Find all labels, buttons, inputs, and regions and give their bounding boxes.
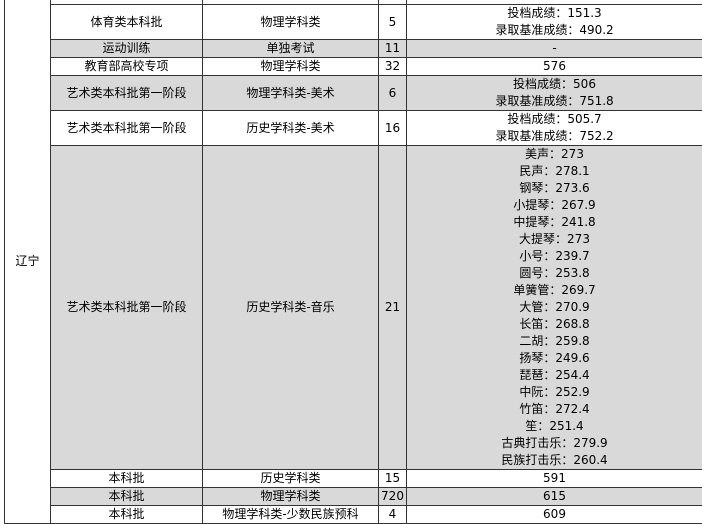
count: 16 bbox=[379, 111, 407, 146]
batch: 运动训练 bbox=[51, 40, 203, 58]
subject: 历史学科类-音乐 bbox=[203, 146, 379, 470]
province: 辽宁 bbox=[5, 0, 51, 524]
score-line: 二胡：259.8 bbox=[407, 333, 702, 350]
subject: 物理学科类 bbox=[203, 58, 379, 76]
batch: 艺术类本科批第一阶段 bbox=[51, 111, 203, 146]
score-line: 576 bbox=[407, 58, 702, 75]
score-line: 竹笛：272.4 bbox=[407, 401, 702, 418]
count: 15 bbox=[379, 470, 407, 488]
score-line: 长笛：268.8 bbox=[407, 316, 702, 333]
count: 5 bbox=[379, 5, 407, 40]
subject: 物理学科类 bbox=[203, 488, 379, 506]
score-line: 大管：270.9 bbox=[407, 299, 702, 316]
count: 21 bbox=[379, 146, 407, 470]
score-line: - bbox=[407, 40, 702, 57]
batch: 本科批 bbox=[51, 470, 203, 488]
score-line: 录取基准成绩：752.2 bbox=[407, 128, 702, 145]
score-line: 录取基准成绩：751.8 bbox=[407, 93, 702, 110]
score: - bbox=[407, 40, 702, 58]
subject: 物理学科类 bbox=[203, 5, 379, 40]
score-line: 单簧管：269.7 bbox=[407, 282, 702, 299]
batch: 教育部高校专项 bbox=[51, 58, 203, 76]
subject: 历史学科类 bbox=[203, 470, 379, 488]
score: 591 bbox=[407, 470, 702, 488]
subject: 物理学科类-美术 bbox=[203, 76, 379, 111]
count: 4 bbox=[379, 506, 407, 524]
score-line: 圆号：253.8 bbox=[407, 265, 702, 282]
score-line: 古典打击乐：279.9 bbox=[407, 435, 702, 452]
score-line: 中阮：252.9 bbox=[407, 384, 702, 401]
count: 11 bbox=[379, 40, 407, 58]
score-line: 591 bbox=[407, 470, 702, 487]
batch: 本科批 bbox=[51, 506, 203, 524]
count: 6 bbox=[379, 76, 407, 111]
score-line: 笙：251.4 bbox=[407, 418, 702, 435]
score-line: 民族打击乐：260.4 bbox=[407, 452, 702, 469]
score-line: 小号：239.7 bbox=[407, 248, 702, 265]
subject: 单独考试 bbox=[203, 40, 379, 58]
score-line: 投档成绩：151.3 bbox=[407, 5, 702, 22]
score: 615 bbox=[407, 488, 702, 506]
score-line: 琵琶：254.4 bbox=[407, 367, 702, 384]
score-line: 小提琴：267.9 bbox=[407, 197, 702, 214]
score-line: 615 bbox=[407, 488, 702, 505]
batch: 艺术类本科批第一阶段 bbox=[51, 76, 203, 111]
batch: 体育类本科批 bbox=[51, 5, 203, 40]
score: 576 bbox=[407, 58, 702, 76]
score-line: 投档成绩：506 bbox=[407, 76, 702, 93]
score-line: 投档成绩：505.7 bbox=[407, 111, 702, 128]
score-line: 大提琴：273 bbox=[407, 231, 702, 248]
batch: 艺术类本科批第一阶段 bbox=[51, 146, 203, 470]
subject: 历史学科类-美术 bbox=[203, 111, 379, 146]
count: 32 bbox=[379, 58, 407, 76]
score-line: 扬琴：249.6 bbox=[407, 350, 702, 367]
count: 720 bbox=[379, 488, 407, 506]
score-line: 609 bbox=[407, 506, 702, 523]
score-line: 录取基准成绩：490.2 bbox=[407, 22, 702, 39]
score-line: 钢琴：273.6 bbox=[407, 180, 702, 197]
score: 609 bbox=[407, 506, 702, 524]
score-line: 中提琴：241.8 bbox=[407, 214, 702, 231]
subject: 物理学科类-少数民族预科 bbox=[203, 506, 379, 524]
score-line: 美声：273 bbox=[407, 146, 702, 163]
score-line: 民声：278.1 bbox=[407, 163, 702, 180]
batch: 本科批 bbox=[51, 488, 203, 506]
